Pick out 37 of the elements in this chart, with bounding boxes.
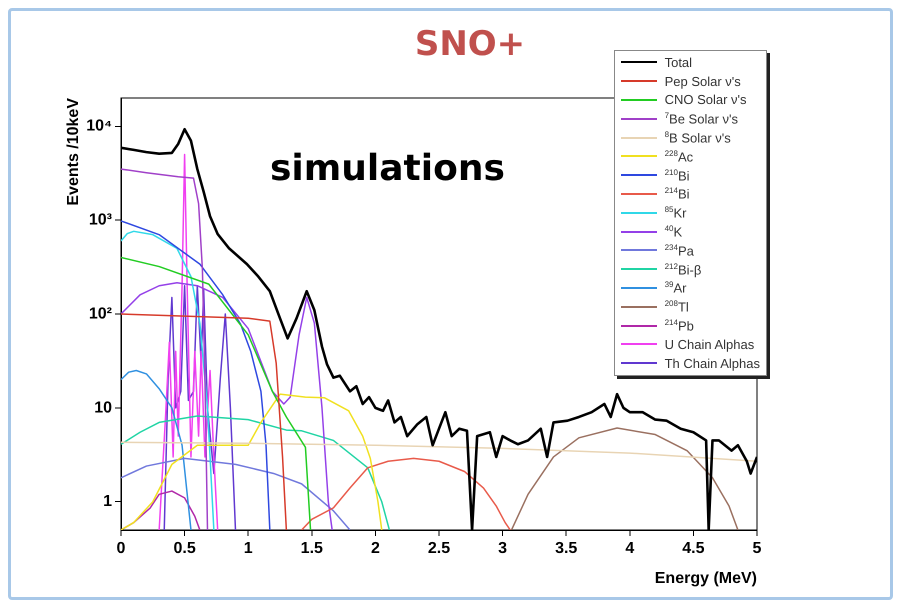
- legend-label: CNO Solar ν's: [664, 92, 747, 108]
- y-axis-title: Events /10keV: [65, 98, 82, 206]
- x-tick-label: 1: [244, 540, 253, 558]
- legend-label: $^{212}$Bi-β: [664, 262, 702, 277]
- x-tick-label: 4: [625, 540, 634, 558]
- x-axis-title: Energy (MeV): [654, 570, 757, 587]
- legend-label: $^{214}$Bi: [664, 186, 690, 202]
- legend-label: $^{228}$Ac: [664, 148, 694, 164]
- x-tick-label: 1.5: [300, 540, 324, 558]
- legend-label: Total: [664, 54, 692, 70]
- x-tick-label: 2.5: [428, 540, 450, 558]
- legend-label: $^{8}$B Solar ν's: [664, 130, 731, 146]
- legend-label: $^{7}$Be Solar ν's: [664, 111, 738, 126]
- legend-label: $^{40}$K: [664, 224, 682, 240]
- legend-label: $^{85}$Kr: [664, 205, 686, 220]
- legend-label: $^{208}$Tl: [664, 299, 689, 314]
- legend-label: U Chain Alphas: [664, 336, 754, 352]
- legend-label: $^{214}$Pb: [664, 318, 694, 334]
- x-tick-label: 2: [370, 540, 380, 558]
- chart-title: SNO+: [414, 24, 526, 64]
- legend-label: $^{39}$Ar: [664, 280, 686, 296]
- y-tick-label: 10²: [88, 305, 112, 322]
- y-tick-label: 10⁴: [86, 118, 112, 135]
- legend-label: Pep Solar ν's: [664, 74, 741, 89]
- x-tick-label: 3: [498, 540, 508, 558]
- annotation: simulations: [270, 148, 505, 189]
- x-tick-label: 4.5: [682, 540, 705, 558]
- y-tick-label: 1: [103, 493, 112, 510]
- x-tick-label: 0: [116, 540, 126, 558]
- legend-label: Th Chain Alphas: [664, 356, 760, 371]
- legend-label: $^{210}$Bi: [664, 168, 690, 183]
- x-tick-label: 0.5: [173, 540, 196, 558]
- x-tick-label: 5: [752, 540, 762, 558]
- legend-label: $^{234}$Pa: [664, 242, 694, 258]
- y-tick-label: 10³: [88, 212, 112, 229]
- x-tick-label: 3.5: [555, 540, 578, 558]
- y-tick-label: 10: [94, 399, 112, 416]
